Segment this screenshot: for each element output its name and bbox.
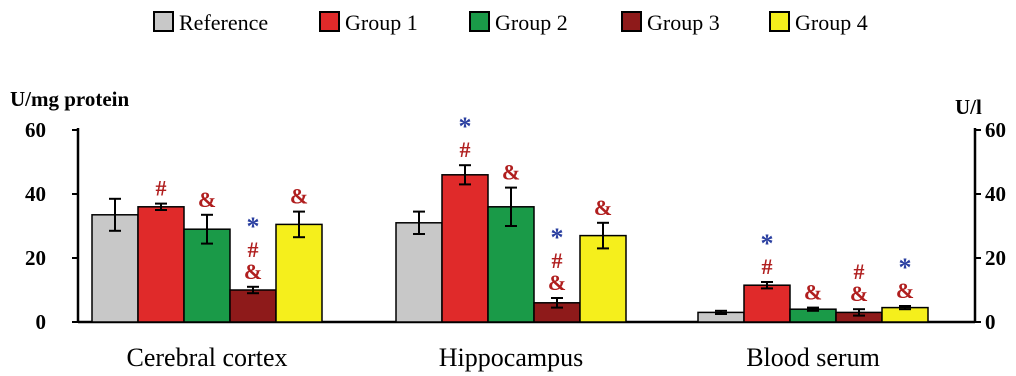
legend: Reference Group 1 Group 2 Group 3 Group 4 xyxy=(153,10,868,35)
legend-label: Reference xyxy=(179,10,268,35)
bar-group-1 xyxy=(441,174,489,323)
significance-marker: & xyxy=(290,184,308,209)
significance-marker: * xyxy=(459,112,472,141)
significance-marker: # xyxy=(552,248,563,273)
legend-label: Group 2 xyxy=(495,10,568,35)
legend-label: Group 3 xyxy=(647,10,720,35)
bar-reference xyxy=(91,214,139,323)
bar-group-1 xyxy=(743,284,791,323)
legend-swatch xyxy=(319,11,340,32)
legend-swatch xyxy=(469,11,490,32)
significance-marker: # xyxy=(156,176,167,201)
bar-group-4 xyxy=(275,223,323,323)
right-tick-label: 40 xyxy=(985,182,1006,206)
significance-marker: & xyxy=(548,270,566,295)
right-tick-label: 20 xyxy=(985,246,1006,270)
bar-group-4 xyxy=(579,234,627,323)
significance-marker: & xyxy=(896,278,914,303)
legend-swatch xyxy=(153,11,174,32)
category-labels: Cerebral cortex Hippocampus Blood serum xyxy=(127,343,880,372)
significance-marker: & xyxy=(804,280,822,305)
left-axis-label: U/mg protein xyxy=(10,87,130,111)
right-tick-label: 0 xyxy=(985,310,996,334)
legend-label: Group 4 xyxy=(795,10,868,35)
significance-marker: * xyxy=(761,229,774,258)
bar-group-1 xyxy=(137,206,185,323)
right-axis-label: U/l xyxy=(955,95,982,119)
right-tick-label: 60 xyxy=(985,118,1006,142)
legend-swatch xyxy=(621,11,642,32)
bar-group-2 xyxy=(183,228,231,323)
significance-marker: & xyxy=(244,259,262,284)
left-tick-label: 60 xyxy=(25,118,46,142)
significance-marker: & xyxy=(850,281,868,306)
significance-marker: & xyxy=(198,187,216,212)
significance-marker: # xyxy=(248,237,259,262)
significance-marker: * xyxy=(899,253,912,282)
significance-marker: # xyxy=(762,254,773,279)
significance-marker: # xyxy=(460,137,471,162)
bars: # &&#*&#*&&#*&#*& &#&* xyxy=(91,112,929,323)
bar-group-3 xyxy=(229,289,277,323)
significance-marker: # xyxy=(854,259,865,284)
significance-marker: * xyxy=(551,223,564,252)
category-label: Blood serum xyxy=(746,343,880,372)
significance-marker: & xyxy=(502,160,520,185)
bar-reference xyxy=(395,222,443,323)
category-label: Cerebral cortex xyxy=(127,343,288,372)
significance-marker: * xyxy=(247,212,260,241)
left-tick-label: 20 xyxy=(25,246,46,270)
left-tick-label: 40 xyxy=(25,182,46,206)
legend-label: Group 1 xyxy=(345,10,418,35)
left-tick-label: 0 xyxy=(36,310,47,334)
legend-swatch xyxy=(769,11,790,32)
significance-marker: & xyxy=(594,195,612,220)
bar-group-2 xyxy=(487,206,535,323)
category-label: Hippocampus xyxy=(439,343,583,372)
